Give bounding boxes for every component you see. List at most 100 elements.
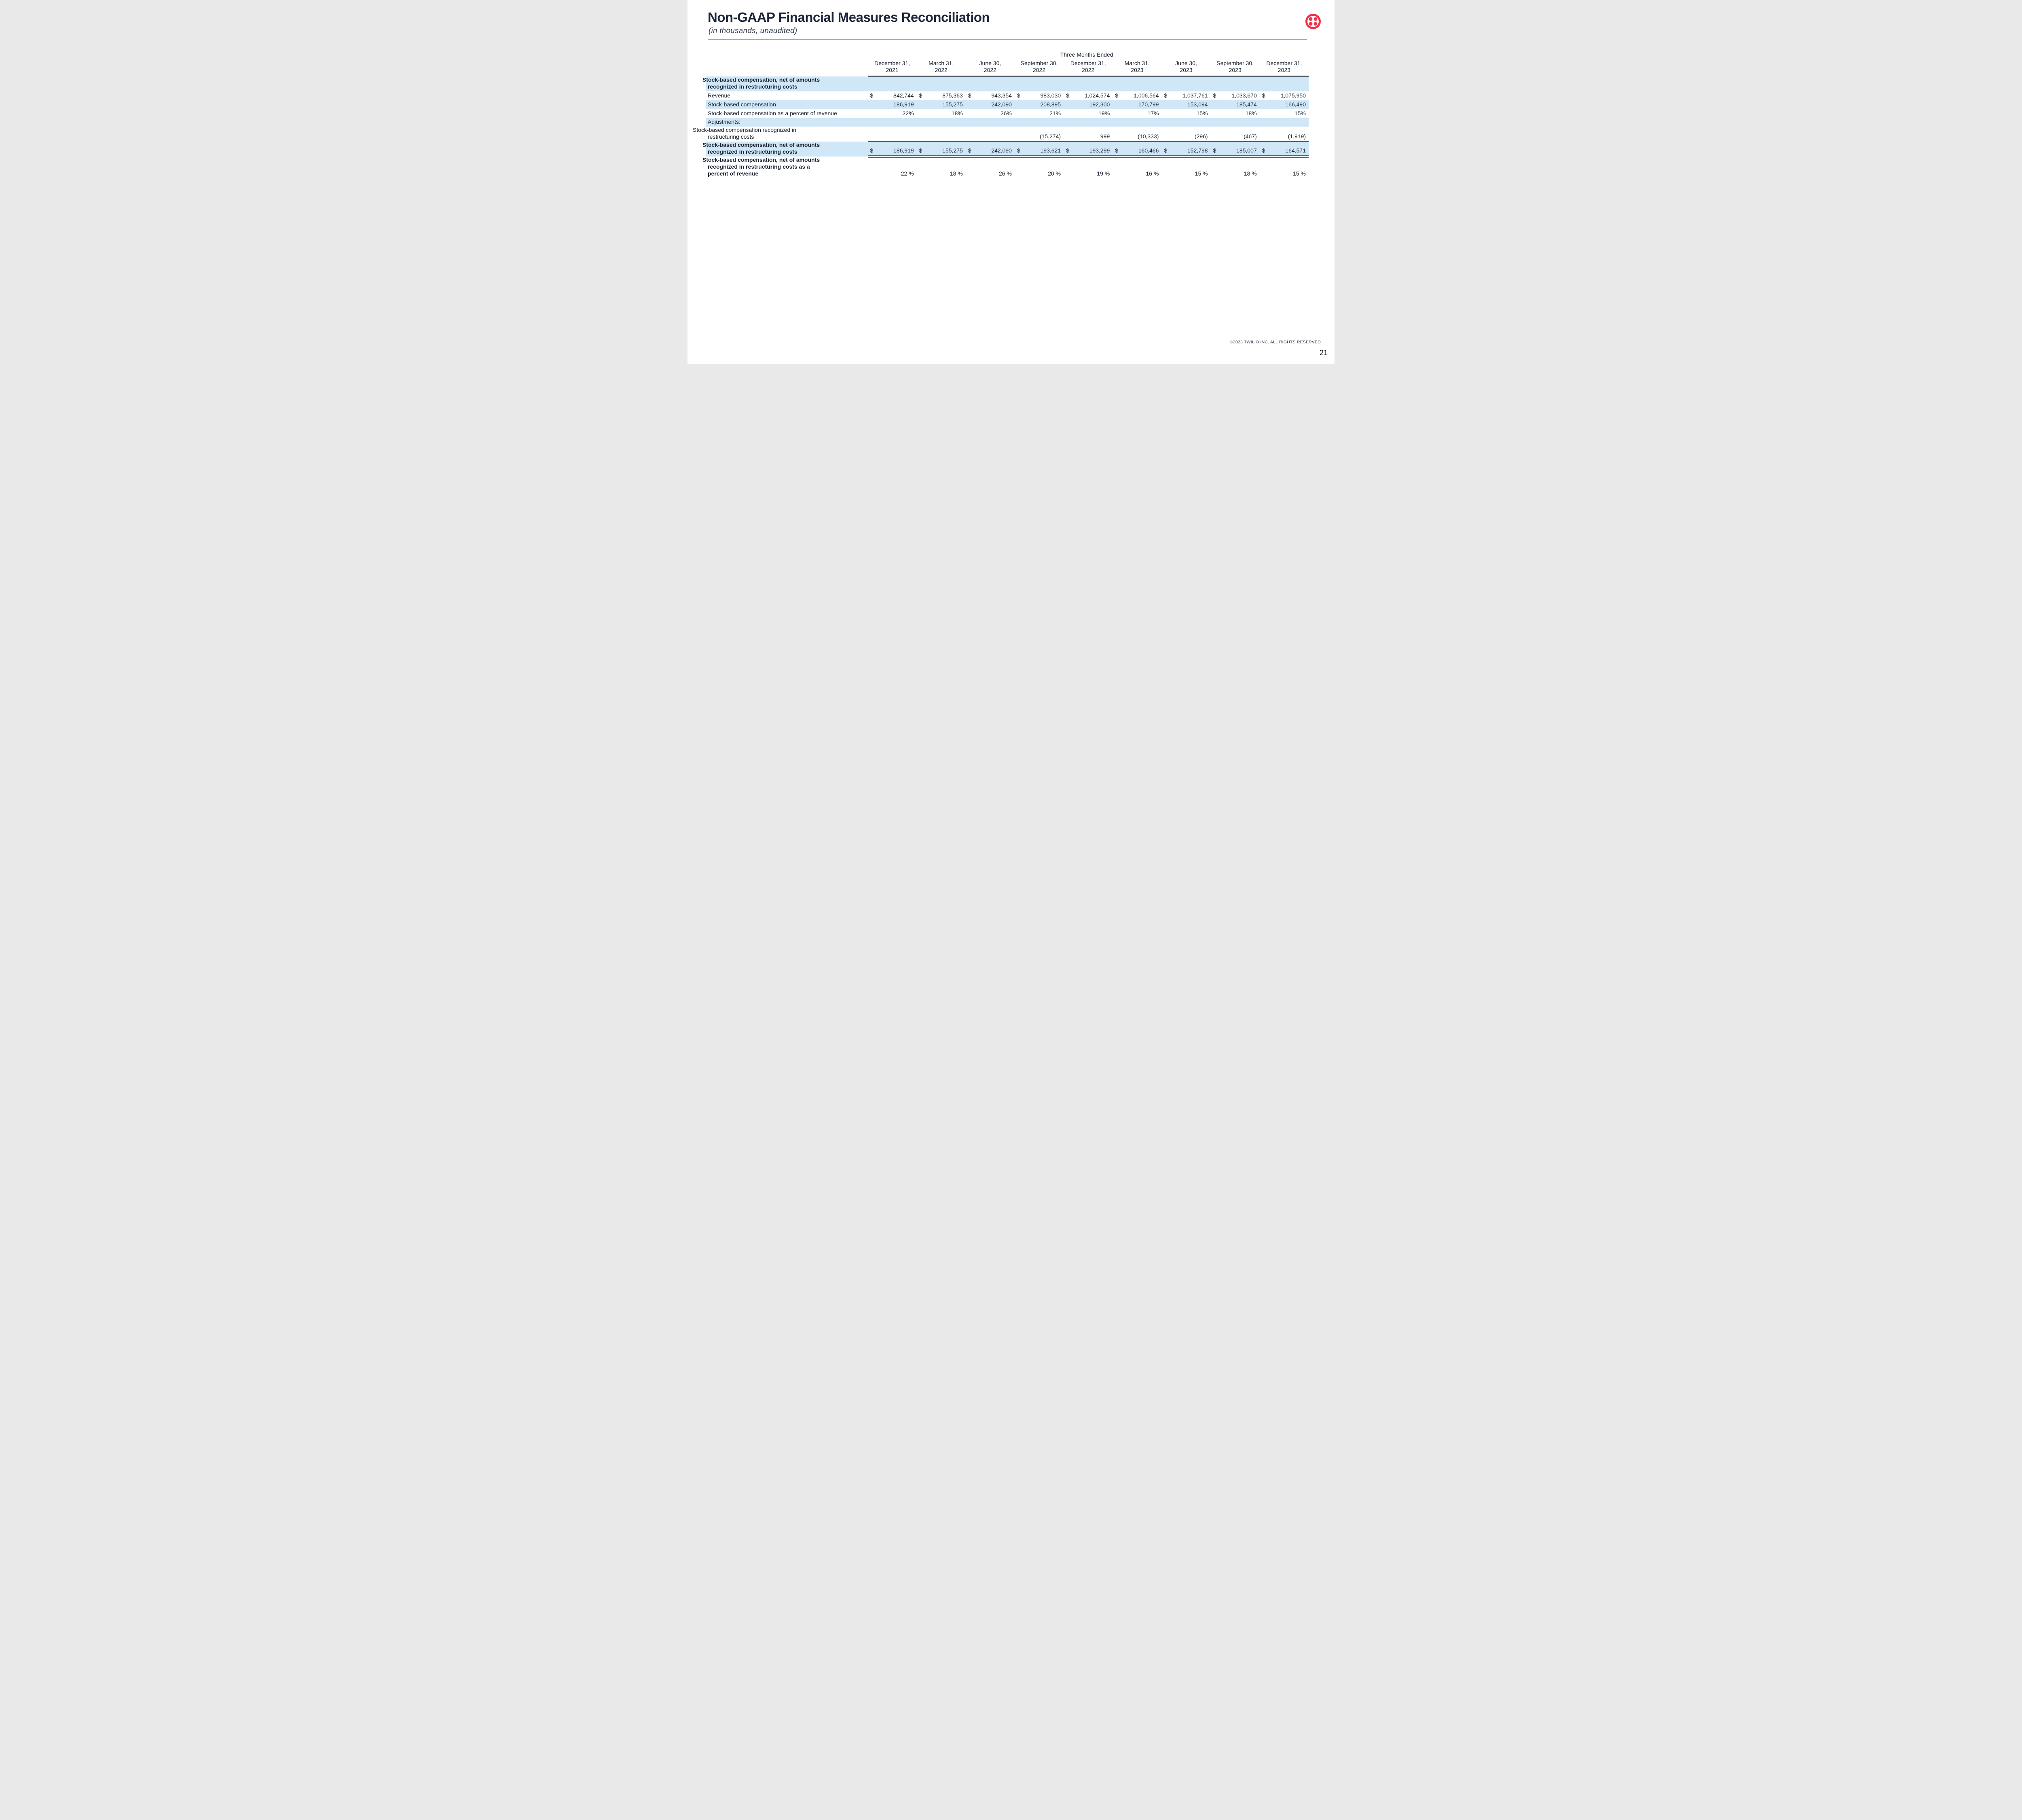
currency-symbol: $ (968, 92, 971, 99)
cell: $1,033,670 (1211, 91, 1260, 100)
cell: 192,300 (1064, 100, 1113, 109)
currency-symbol: $ (1262, 92, 1265, 99)
currency-symbol: $ (1164, 147, 1168, 154)
cell: 15 % (1293, 170, 1306, 177)
cell: 15% (1196, 110, 1208, 116)
cell-value: 186,919 (893, 147, 914, 154)
cell: $1,006,564 (1113, 91, 1161, 100)
header-divider (708, 39, 1307, 40)
column-header: June 30, 2023 (1161, 60, 1211, 77)
cell: $242,090 (965, 141, 1015, 158)
cell: 155,275 (916, 100, 966, 109)
row-label: Stock-based compensation, net of amounts… (702, 156, 820, 177)
row-label: Stock-based compensation (706, 100, 868, 109)
cell: 16 % (1146, 170, 1159, 177)
column-header: March 31, 2022 (916, 60, 966, 77)
cell-value: 164,571 (1285, 147, 1306, 154)
row-label: Stock-based compensation, net of amounts… (702, 141, 868, 157)
reconciliation-table-wrap: Three Months Ended December 31, 2021 Mar… (693, 49, 1309, 178)
cell-value: 160,466 (1138, 147, 1159, 154)
cell-value: 1,037,761 (1182, 92, 1208, 99)
cell: $152,798 (1161, 141, 1211, 158)
cell: (296) (1194, 133, 1208, 140)
column-header: December 31, 2021 (867, 60, 917, 77)
row-label: Stock-based compensation, net of amounts… (702, 76, 868, 91)
column-header: March 31, 2023 (1113, 60, 1162, 77)
table-row-sbc-net-total: Stock-based compensation, net of amounts… (702, 141, 1309, 158)
currency-symbol: $ (1213, 92, 1216, 99)
cell: — (908, 133, 914, 140)
cell: 26 % (999, 170, 1012, 177)
cell-value: 155,275 (942, 147, 963, 154)
table-row-sbc-net-percent-of-revenue: Stock-based compensation, net of amounts… (702, 156, 1309, 178)
cell: 20 % (1048, 170, 1061, 177)
cell: $1,037,761 (1161, 91, 1210, 100)
cell: $193,299 (1064, 141, 1113, 158)
currency-symbol: $ (1017, 147, 1020, 154)
cell: (1,919) (1288, 133, 1306, 140)
cell: 18% (1245, 110, 1257, 116)
cell: 22 % (901, 170, 914, 177)
cell-value: 193,621 (1040, 147, 1061, 154)
cell: 208,895 (1014, 100, 1064, 109)
cell-value: 1,006,564 (1134, 92, 1159, 99)
row-label: Stock-based compensation recognized in r… (693, 126, 797, 140)
cell: 999 (1100, 133, 1110, 140)
reconciliation-table: Three Months Ended December 31, 2021 Mar… (693, 49, 1309, 178)
cell: $164,571 (1259, 141, 1309, 158)
currency-symbol: $ (919, 147, 922, 154)
table-row-revenue: Revenue $842,744 $875,363 $943,354 $983,… (706, 91, 1309, 100)
table-column-header-row: December 31, 2021 March 31, 2022 June 30… (706, 60, 1309, 77)
cell-value: 193,299 (1089, 147, 1110, 154)
cell-value: 842,744 (893, 92, 914, 99)
cell: $1,075,950 (1260, 91, 1309, 100)
cell-value: 185,007 (1236, 147, 1257, 154)
cell: — (957, 133, 963, 140)
cell: (467) (1244, 133, 1257, 140)
cell: 242,090 (965, 100, 1015, 109)
cell-value: 983,030 (1040, 92, 1061, 99)
page-subtitle: (in thousands, unaudited) (709, 27, 797, 35)
cell: 186,919 (867, 100, 917, 109)
cell: 19 % (1097, 170, 1110, 177)
page-number: 21 (1319, 349, 1328, 357)
cell: 153,094 (1161, 100, 1211, 109)
cell: $842,744 (868, 91, 917, 100)
cell: 17% (1147, 110, 1159, 116)
cell-value: 875,363 (942, 92, 963, 99)
cell: $186,919 (867, 141, 917, 158)
cell: $155,275 (916, 141, 966, 158)
currency-symbol: $ (1262, 147, 1265, 154)
twilio-logo-icon (1305, 14, 1321, 29)
currency-symbol: $ (1115, 147, 1119, 154)
cell: 18 % (1244, 170, 1257, 177)
cell-value: 1,033,670 (1231, 92, 1257, 99)
column-header: September 30, 2022 (1014, 60, 1064, 77)
currency-symbol: $ (1066, 92, 1069, 99)
page-title: Non-GAAP Financial Measures Reconciliati… (708, 10, 990, 25)
cell-value: 1,075,950 (1280, 92, 1306, 99)
cell: 185,474 (1210, 100, 1260, 109)
cell: $160,466 (1113, 141, 1162, 158)
column-header: September 30, 2023 (1210, 60, 1260, 77)
cell-value: 943,354 (991, 92, 1012, 99)
row-label: Revenue (708, 92, 731, 99)
currency-symbol: $ (919, 92, 922, 99)
column-header: December 31, 2023 (1259, 60, 1309, 77)
cell: $193,621 (1014, 141, 1064, 158)
cell: $1,024,574 (1064, 91, 1113, 100)
slide: Non-GAAP Financial Measures Reconciliati… (687, 0, 1335, 364)
cell-value: 152,798 (1187, 147, 1208, 154)
currency-symbol: $ (1066, 147, 1069, 154)
cell: $185,007 (1210, 141, 1260, 158)
cell: (10,333) (1138, 133, 1159, 140)
table-row-sbc-in-restructuring: Stock-based compensation recognized in r… (693, 126, 1309, 142)
twilio-logo-dots (1309, 17, 1318, 26)
cell: $983,030 (1015, 91, 1064, 100)
cell-value: 242,090 (991, 147, 1012, 154)
table-row-stock-based-compensation: Stock-based compensation 186,919 155,275… (706, 100, 1309, 109)
currency-symbol: $ (870, 147, 874, 154)
column-header: June 30, 2022 (965, 60, 1015, 77)
cell: 26% (1000, 110, 1012, 116)
currency-symbol: $ (1017, 92, 1020, 99)
